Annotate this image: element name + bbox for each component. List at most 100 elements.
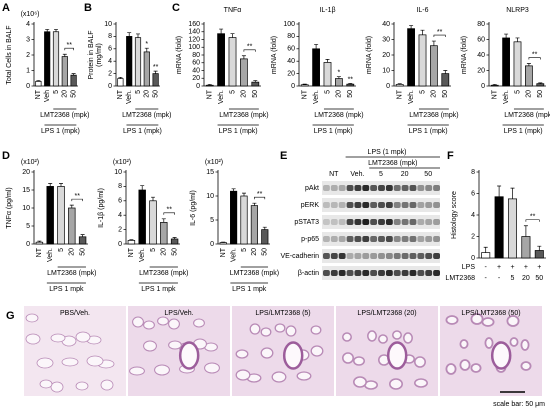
group-label: LMT2368 (mpk)	[314, 112, 363, 119]
alveolus	[271, 371, 287, 383]
x-tick-label: Veh.	[408, 90, 415, 104]
panel-label: G	[6, 310, 15, 322]
y-tick-label: 80	[192, 52, 200, 59]
y-tick-label: 30	[382, 36, 390, 43]
blot-band	[433, 253, 440, 259]
blot-row-label: p-p65	[301, 236, 319, 243]
x-tick-label: Veh.	[139, 248, 146, 262]
blot-band	[362, 270, 370, 276]
blot-band	[346, 202, 354, 208]
x-tick-label: 5	[58, 248, 65, 252]
blot-band	[393, 236, 401, 242]
bar	[68, 207, 76, 245]
blot-band	[346, 270, 354, 276]
lane-label: 20	[401, 171, 409, 178]
lane-label: 5	[379, 171, 383, 178]
panel-label: E	[280, 150, 287, 162]
alveolus	[403, 332, 413, 344]
error-bar	[336, 76, 341, 79]
error-bar	[161, 218, 166, 223]
x-tick-label: +	[537, 264, 541, 271]
blot-band	[370, 270, 378, 276]
alveolus	[310, 345, 324, 357]
blot-band	[417, 202, 425, 208]
bar	[490, 84, 499, 87]
x-tick-label: 50	[535, 275, 543, 282]
error-bar	[431, 40, 436, 46]
x-tick-label: 5	[241, 248, 248, 252]
error-bar	[140, 185, 145, 190]
alveolus	[249, 323, 261, 335]
blot-band	[417, 236, 425, 242]
blot-band	[417, 219, 425, 225]
lane-label: 50	[424, 171, 432, 178]
blot-band	[401, 219, 409, 225]
x-tick-label: 20	[144, 90, 151, 98]
x-tick-label: 5	[135, 90, 142, 94]
x-tick-label: 20	[241, 90, 248, 98]
blot-band	[330, 202, 338, 208]
bar	[46, 186, 54, 245]
x-tick-label: 5	[514, 90, 521, 94]
significance-mark: **	[348, 76, 354, 83]
y-tick-label: 0	[196, 83, 200, 90]
blot-band	[409, 219, 417, 225]
alveolus	[39, 379, 53, 389]
blot-band	[433, 236, 440, 242]
significance-bracket	[243, 49, 256, 52]
x-tick-label: 5	[511, 275, 515, 282]
alveolus	[274, 323, 286, 333]
significance-bracket	[254, 196, 266, 200]
error-bar	[510, 187, 515, 199]
alveolus	[193, 318, 205, 328]
blot-band	[338, 253, 346, 259]
y-tick-label: 0	[210, 241, 214, 248]
blot-band	[370, 236, 378, 242]
blot-row-label: pAkt	[305, 185, 319, 192]
blot-band	[378, 202, 385, 208]
blot-band	[409, 253, 417, 259]
bar	[300, 84, 309, 87]
blot-row-label: β-actin	[298, 270, 319, 277]
alveolus	[50, 333, 66, 343]
x-tick-label: NT	[35, 89, 42, 99]
bar	[52, 31, 60, 87]
group-label: LPS 1 (mpk)	[123, 128, 162, 135]
chart-title: IL-1β	[319, 7, 335, 14]
group-label: LPS 1 mpk	[232, 286, 267, 293]
blot-band	[354, 253, 362, 259]
bar	[494, 196, 504, 259]
blot-band	[378, 185, 385, 191]
y-tick-label: 20	[477, 67, 485, 74]
x-tick-label: NT	[207, 89, 214, 99]
alveolus	[520, 339, 530, 351]
alveolus	[392, 330, 402, 340]
bar	[312, 48, 320, 87]
y-axis-label: mRNA (fold)	[366, 36, 373, 74]
significance-mark: **	[74, 193, 80, 200]
y-tick-label: 1	[26, 67, 30, 74]
x-tick-label: 20	[161, 248, 168, 256]
error-bar	[80, 234, 85, 237]
significance-bracket	[528, 57, 541, 60]
blot-band	[362, 236, 370, 242]
error-bar	[54, 29, 58, 32]
image-label: LPS/Veh.	[164, 310, 193, 317]
y-tick-label: 140	[188, 29, 200, 36]
x-tick-label: 20	[62, 90, 69, 98]
error-bar	[231, 188, 236, 192]
blot-band	[433, 202, 440, 208]
error-bar	[207, 84, 212, 86]
bar	[346, 83, 355, 87]
significance-mark: *	[338, 70, 341, 77]
blot-band	[370, 219, 378, 225]
blot-band	[417, 253, 425, 259]
alveolus	[414, 378, 428, 388]
blot-band	[323, 270, 330, 276]
x-tick-label: 5	[419, 90, 426, 94]
y-tick-label: 160	[188, 21, 200, 28]
airway	[386, 341, 408, 370]
alveolus	[168, 340, 182, 350]
error-bar	[136, 33, 140, 38]
y-tick-label: 2	[471, 233, 475, 240]
